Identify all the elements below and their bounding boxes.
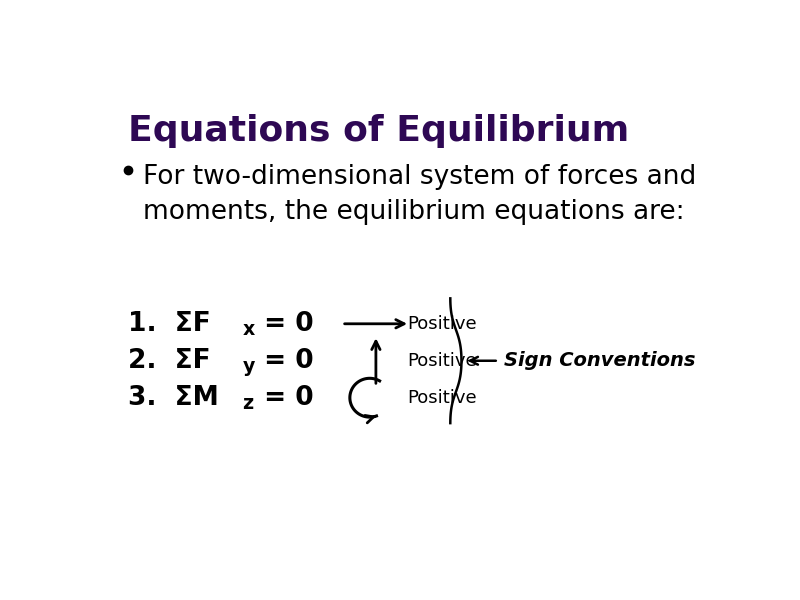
- Text: x: x: [242, 320, 255, 339]
- Text: Positive: Positive: [407, 315, 477, 333]
- Text: y: y: [242, 357, 255, 376]
- Text: = 0: = 0: [255, 311, 314, 337]
- Text: = 0: = 0: [255, 348, 314, 374]
- Text: 2.  ΣF: 2. ΣF: [128, 348, 210, 374]
- Text: 1.  ΣF: 1. ΣF: [128, 311, 210, 337]
- Text: Positive: Positive: [407, 389, 477, 407]
- Text: Equations of Equilibrium: Equations of Equilibrium: [128, 113, 629, 148]
- Text: 3.  ΣM: 3. ΣM: [128, 385, 218, 411]
- Text: For two-dimensional system of forces and: For two-dimensional system of forces and: [143, 164, 697, 190]
- Text: moments, the equilibrium equations are:: moments, the equilibrium equations are:: [143, 199, 685, 225]
- Text: z: z: [242, 394, 254, 413]
- Text: Positive: Positive: [407, 352, 477, 370]
- Text: = 0: = 0: [255, 385, 314, 411]
- Text: Sign Conventions: Sign Conventions: [504, 351, 695, 370]
